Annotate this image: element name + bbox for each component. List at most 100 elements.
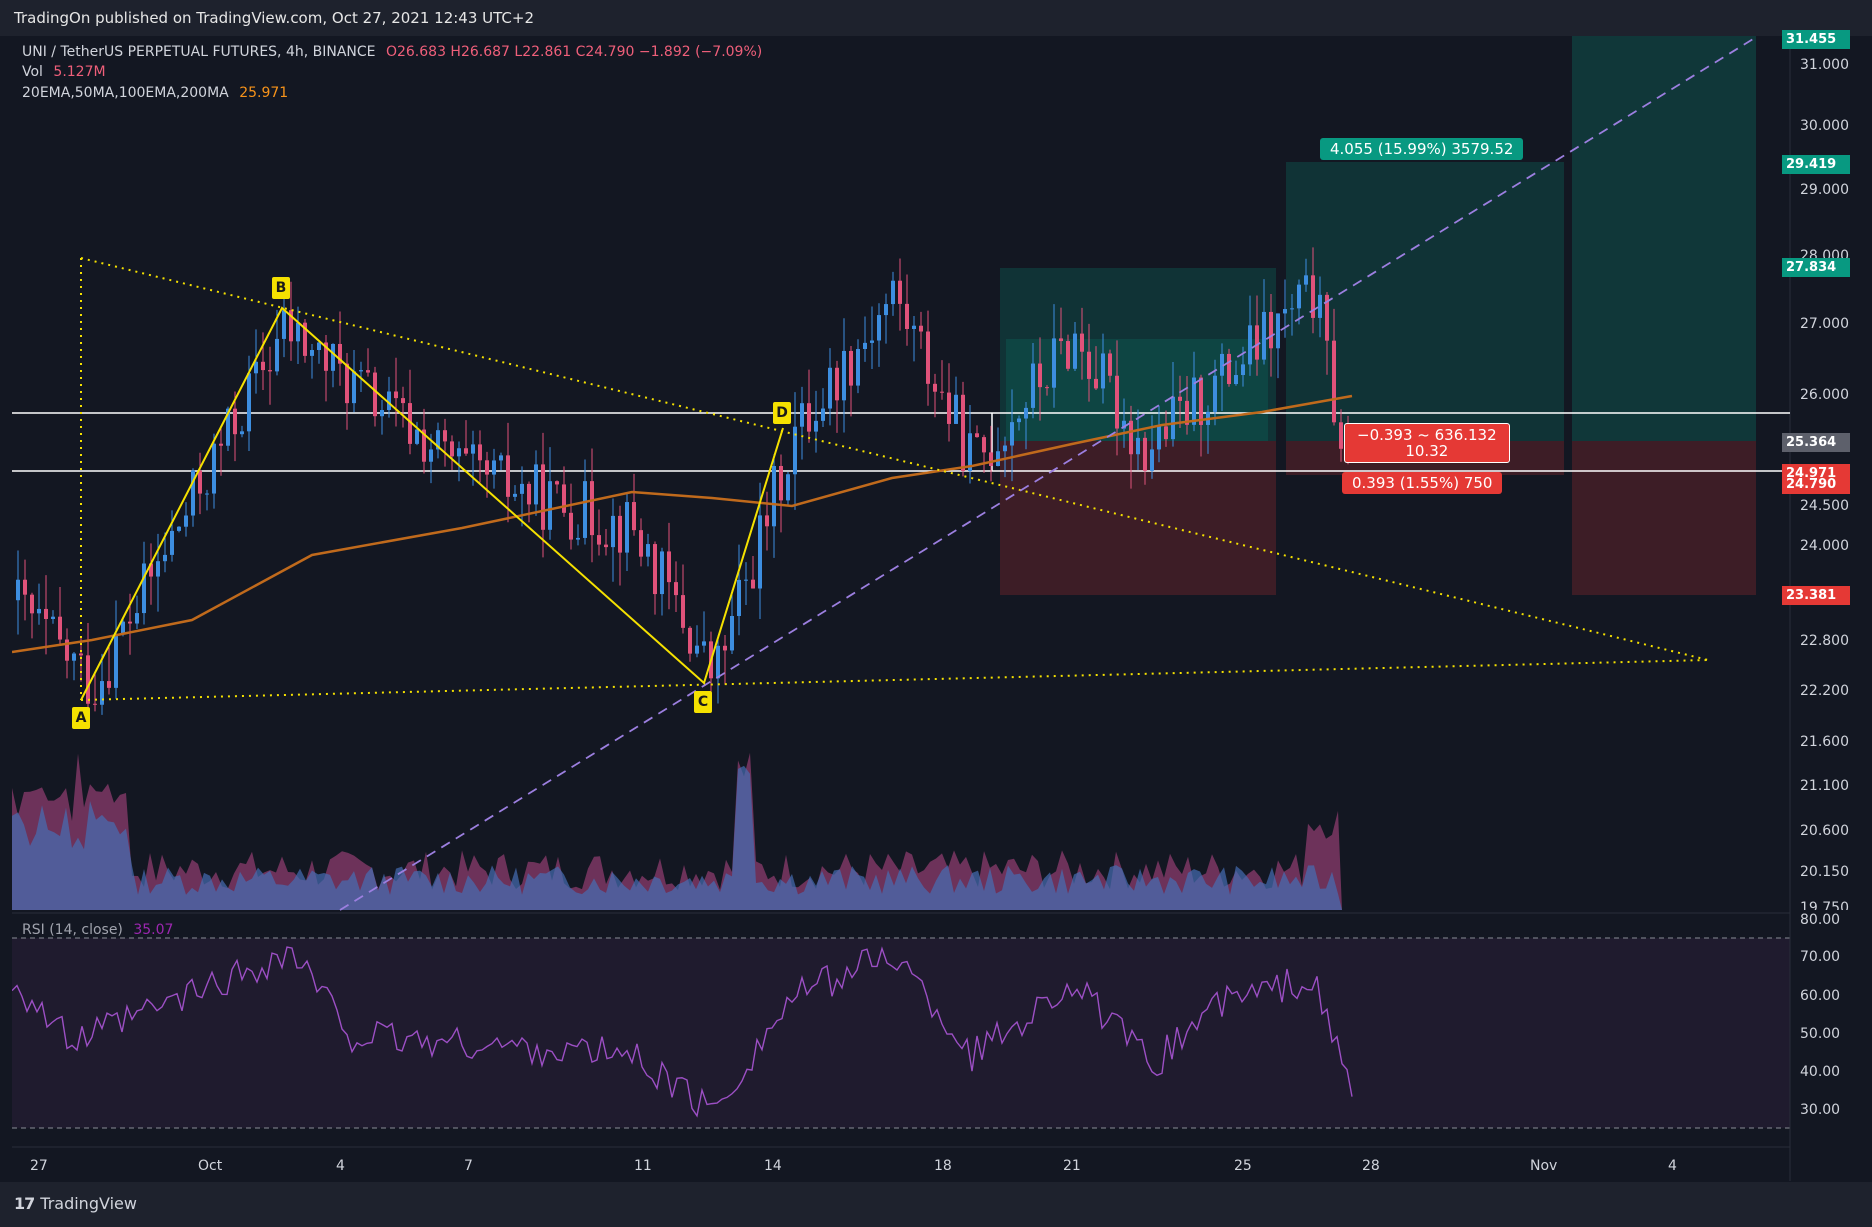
pattern-point-d[interactable]: D [773, 402, 791, 424]
candle-body [1101, 353, 1105, 389]
candle-body [1339, 422, 1343, 449]
candle-body [345, 363, 349, 404]
trend-line [339, 36, 1759, 911]
candle-body [618, 515, 622, 553]
candle-body [324, 342, 328, 371]
tradingview-logo[interactable]: 17 TradingView [14, 1194, 137, 1213]
date-tick: 18 [934, 1158, 952, 1174]
candle-body [765, 515, 769, 527]
candle-body [331, 343, 335, 371]
candle-body [415, 429, 419, 444]
volume-value: 5.127M [53, 64, 106, 80]
candle-body [604, 544, 608, 548]
inner-range-zone [1006, 339, 1268, 441]
price-tick: 24.500 [1800, 498, 1849, 514]
candle-body [1255, 325, 1259, 360]
candle-body [632, 502, 636, 531]
candle-body [723, 645, 727, 651]
candle-body [268, 370, 272, 372]
candle-body [44, 608, 48, 619]
candle-body [625, 502, 629, 553]
candle-body [793, 426, 797, 475]
pattern-point-a[interactable]: A [72, 707, 90, 729]
candle-body [569, 512, 573, 540]
candle-body [275, 338, 279, 372]
candle-body [730, 616, 734, 651]
candle-body [128, 621, 132, 624]
ma-label: 20EMA,50MA,100EMA,200MA [22, 85, 229, 101]
candle-body [338, 343, 342, 364]
candle-body [1108, 353, 1112, 376]
profit-target-label[interactable]: 4.055 (15.99%) 3579.52 [1320, 138, 1524, 160]
price-tick: 19.750 [1800, 900, 1849, 910]
candle-body [513, 493, 517, 497]
chart-panel[interactable] [12, 36, 1791, 1181]
publish-header: TradingOn published on TradingView.com, … [0, 0, 1872, 36]
candle-body [226, 408, 230, 446]
volume-area-bull [12, 765, 1342, 910]
candle-body [590, 481, 594, 536]
candle-body [408, 403, 412, 444]
candle-body [814, 420, 818, 432]
range-measure-label[interactable]: −0.393 ~ 636.132 10.32 [1344, 423, 1510, 463]
candle-body [1318, 294, 1322, 318]
candle-body [100, 681, 104, 705]
candle-body [821, 408, 825, 421]
chart-canvas[interactable] [12, 36, 1872, 1181]
candle-body [373, 372, 377, 417]
projection-profit-zone [1572, 36, 1756, 441]
rsi-tick: 40.00 [1800, 1064, 1841, 1080]
ma-value: 25.971 [239, 85, 289, 101]
candle-body [737, 579, 741, 617]
candle-body [79, 653, 83, 656]
candle-body [464, 448, 468, 454]
candle-body [968, 433, 972, 472]
candle-body [800, 403, 804, 427]
candle-body [779, 465, 783, 501]
candle-body [1269, 311, 1273, 349]
price-tick: 27.000 [1800, 316, 1849, 332]
range-measure-line2: 10.32 [1405, 442, 1449, 460]
candle-body [870, 340, 874, 343]
candle-body [1150, 449, 1154, 471]
candle-body [961, 394, 965, 472]
candle-body [1311, 275, 1315, 318]
price-tag-target: 29.419 [1782, 155, 1850, 174]
rsi-tick: 80.00 [1800, 912, 1841, 928]
candle-body [65, 639, 69, 661]
candle-body [660, 551, 664, 595]
pattern-point-c[interactable]: C [694, 691, 712, 713]
stop-loss-label[interactable]: 0.393 (1.55%) 750 [1342, 472, 1503, 494]
candle-body [177, 526, 181, 531]
candle-body [1241, 364, 1245, 376]
price-tick: 20.150 [1800, 864, 1849, 880]
candle-body [1024, 407, 1028, 419]
candle-body [233, 408, 237, 435]
pattern-point-b[interactable]: B [272, 277, 290, 299]
candle-body [282, 310, 286, 339]
candle-body [1122, 420, 1126, 429]
candle-body [135, 613, 139, 624]
candle-body [807, 403, 811, 432]
candle-body [1129, 420, 1133, 455]
candle-body [653, 544, 657, 595]
candle-body [695, 645, 699, 654]
candle-body [1052, 338, 1056, 388]
symbol-name: UNI / TetherUS PERPETUAL FUTURES, 4h, BI… [22, 44, 376, 60]
price-tick: 22.800 [1800, 633, 1849, 649]
price-tag-stop: 23.381 [1782, 586, 1850, 605]
candle-body [1248, 325, 1252, 365]
candle-body [884, 304, 888, 316]
price-tag-entry-top: 27.834 [1782, 258, 1850, 277]
date-tick: 21 [1063, 1158, 1081, 1174]
candle-body [170, 530, 174, 555]
candle-body [926, 331, 930, 384]
candle-body [1059, 338, 1063, 342]
candle-body [289, 310, 293, 342]
candle-body [646, 544, 650, 557]
volume-legend: Vol 5.127M [22, 64, 112, 80]
rsi-tick: 60.00 [1800, 988, 1841, 1004]
candle-body [849, 350, 853, 386]
projection-loss-zone [1572, 441, 1756, 595]
price-tick: 26.000 [1800, 387, 1849, 403]
